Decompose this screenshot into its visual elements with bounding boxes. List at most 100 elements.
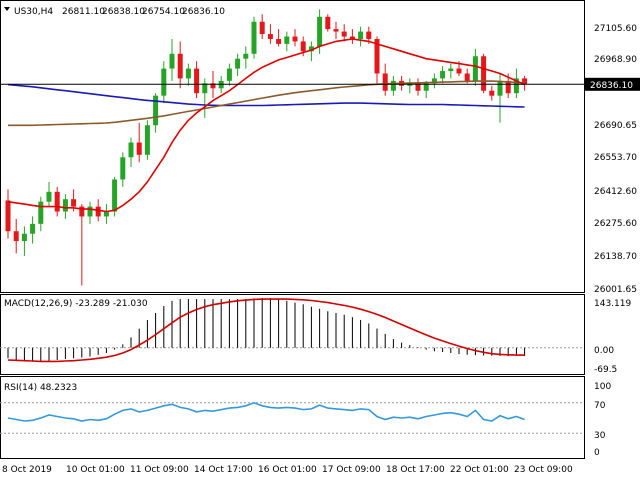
- candle-body: [259, 21, 265, 35]
- rsi-series: [0, 401, 584, 434]
- candle-body: [423, 83, 429, 91]
- candle-body: [276, 38, 282, 44]
- candle-body: [317, 16, 323, 47]
- candle-body: [489, 90, 495, 96]
- macd-signal-line: [7, 298, 525, 363]
- candle-body: [267, 34, 273, 39]
- candle-body: [5, 200, 11, 232]
- candle-body: [431, 78, 437, 84]
- rsi-line: [7, 401, 525, 422]
- price-series: [5, 9, 528, 286]
- macd-panel[interactable]: [0, 294, 585, 375]
- dropdown-triangle-icon[interactable]: [4, 7, 10, 11]
- candle-body: [136, 142, 142, 155]
- candle-body: [243, 53, 249, 59]
- candle-body: [177, 53, 183, 79]
- price-tick: 26968.90: [594, 55, 637, 65]
- candle-body: [390, 80, 396, 91]
- candle-body: [374, 38, 380, 74]
- candle-body: [71, 199, 77, 207]
- candle-body: [284, 36, 290, 44]
- candle-body: [251, 21, 257, 54]
- low-value: 26754.10: [142, 7, 185, 17]
- candle-body: [464, 73, 470, 81]
- candle-body: [522, 78, 528, 85]
- candle-body: [308, 46, 314, 52]
- candle-body: [87, 206, 93, 217]
- rsi-tick: 100: [594, 382, 611, 392]
- candle-body: [415, 83, 421, 91]
- chart-header: US30,H4 26811.10 26838.10 26754.10 26836…: [4, 7, 225, 17]
- ma-mid-line: [8, 80, 525, 127]
- candle-body: [210, 83, 216, 89]
- symbol-label: US30,H4: [14, 7, 53, 17]
- candle-body: [325, 16, 331, 30]
- candle-body: [497, 80, 503, 96]
- time-tick: 18 Oct 17:00: [386, 465, 445, 475]
- time-tick: 17 Oct 09:00: [322, 465, 381, 475]
- candle-body: [456, 68, 462, 74]
- candle-body: [472, 56, 478, 81]
- candle-body: [292, 36, 298, 42]
- candle-body: [144, 125, 150, 155]
- candle-body: [358, 31, 364, 39]
- candle-body: [153, 95, 159, 126]
- macd-tick: -69.5: [594, 365, 617, 375]
- candle-body: [21, 233, 27, 242]
- price-panel[interactable]: [0, 0, 585, 293]
- candle-body: [13, 231, 19, 242]
- rsi-tick: 30: [594, 431, 606, 441]
- candle-body: [38, 201, 44, 224]
- candle-body: [169, 53, 175, 69]
- candle-body: [185, 68, 191, 79]
- price-tick: 26690.65: [594, 121, 637, 131]
- candle-body: [46, 191, 52, 202]
- rsi-label: RSI(14) 48.2323: [4, 383, 77, 393]
- candle-body: [226, 68, 232, 81]
- time-tick: 22 Oct 01:00: [450, 465, 509, 475]
- candle-body: [341, 31, 347, 37]
- candle-body: [120, 157, 126, 180]
- candle-body: [300, 41, 306, 52]
- candle-body: [62, 199, 68, 212]
- high-value: 26838.10: [102, 7, 145, 17]
- close-value: 26836.10: [182, 7, 225, 17]
- price-tick: 26412.60: [594, 187, 637, 197]
- time-tick: 8 Oct 2019: [2, 465, 52, 475]
- ma-slow-line: [7, 83, 525, 108]
- candle-body: [333, 29, 339, 32]
- candle-body: [481, 56, 487, 91]
- current-price-box: [585, 77, 640, 91]
- candle-body: [448, 68, 454, 72]
- candle-body: [54, 191, 60, 212]
- current-price-label: 26836.10: [590, 81, 633, 91]
- candle-body: [366, 31, 372, 39]
- time-axis: 8 Oct 2019 10 Oct 01:00 11 Oct 09:00 14 …: [2, 465, 573, 475]
- rsi-tick: 0: [594, 448, 600, 458]
- price-tick: 26138.70: [594, 252, 637, 262]
- open-value: 26811.10: [62, 7, 105, 17]
- time-tick: 23 Oct 09:00: [514, 465, 573, 475]
- candle-body: [30, 223, 36, 234]
- candle-body: [112, 179, 118, 212]
- time-tick: 16 Oct 01:00: [258, 465, 317, 475]
- macd-tick: 0.00: [594, 346, 614, 356]
- price-tick: 26275.60: [594, 219, 637, 229]
- candle-body: [95, 206, 101, 217]
- candle-body: [505, 80, 511, 94]
- candle-body: [235, 58, 241, 69]
- macd-label: MACD(12,26,9) -23.289 -21.030: [4, 299, 148, 309]
- macd-series: [0, 298, 584, 363]
- rsi-panel[interactable]: [0, 376, 585, 459]
- price-tick: 26553.70: [594, 153, 637, 163]
- price-tick: 27105.60: [594, 24, 637, 34]
- time-tick: 11 Oct 09:00: [130, 465, 189, 475]
- candle-body: [440, 71, 446, 79]
- macd-tick: 143.119: [594, 299, 631, 309]
- rsi-tick: 70: [594, 401, 606, 411]
- candle-body: [103, 211, 109, 217]
- candle-body: [382, 73, 388, 91]
- candle-body: [128, 142, 134, 158]
- price-tick: 26001.65: [594, 285, 637, 295]
